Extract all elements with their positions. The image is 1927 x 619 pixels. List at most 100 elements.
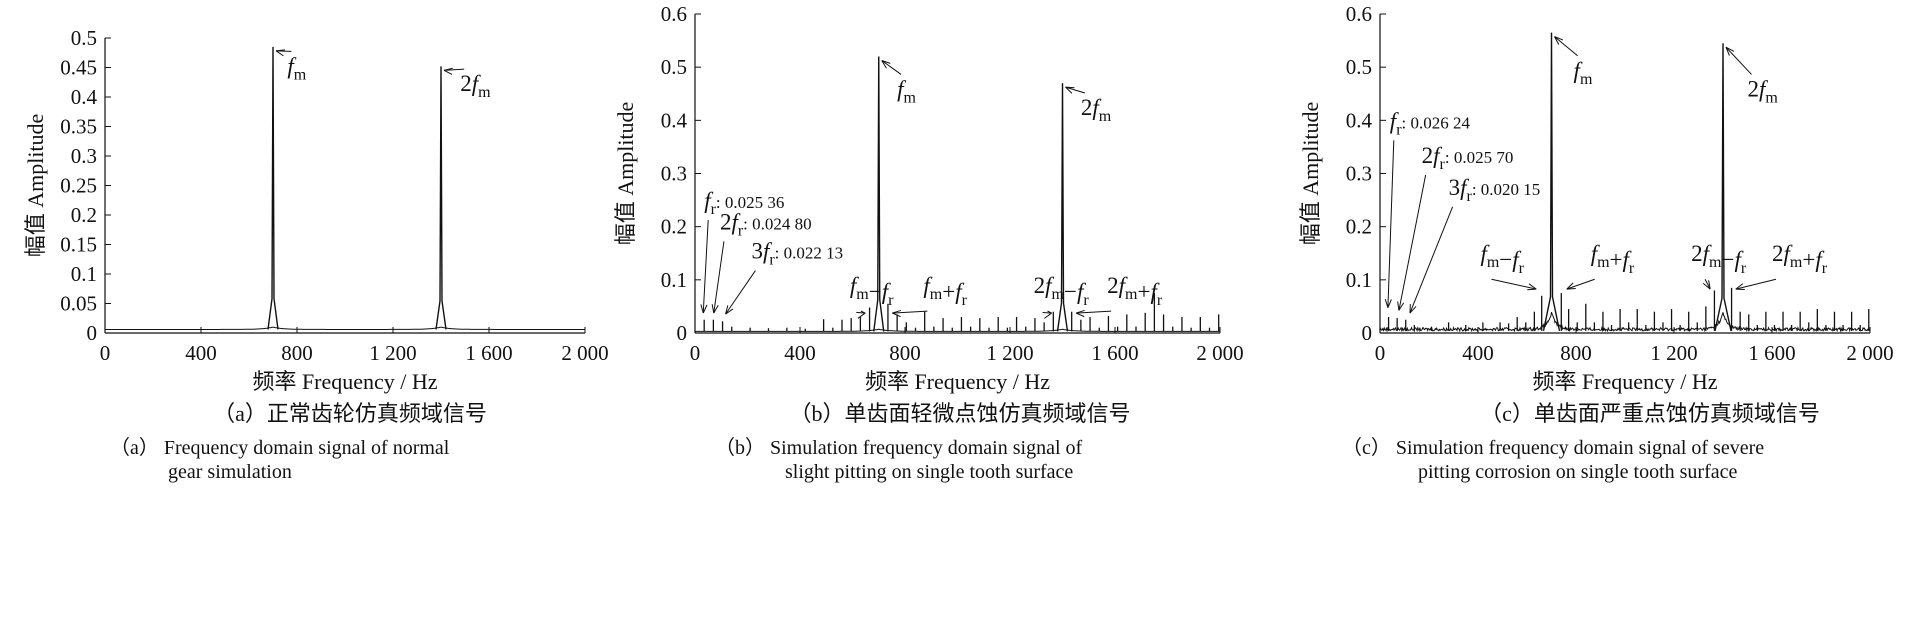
y-tick-label: 0 [677, 321, 688, 345]
caption-en-b-line2: slight pitting on single tooth surface [785, 461, 1074, 483]
annotation-arrow [1735, 278, 1777, 290]
annotation-arrowhead [1735, 283, 1745, 290]
y-tick-label: 0.2 [1346, 215, 1372, 239]
annotation-arrowhead [1042, 311, 1052, 319]
y-tick-label: 0.4 [661, 108, 688, 132]
x-tick-label: 0 [690, 341, 701, 365]
y-tick-label: 0.3 [661, 162, 687, 186]
annotation-arrowhead [1384, 298, 1392, 308]
main-peak [1542, 32, 1561, 332]
y-tick-label: 0.1 [661, 268, 687, 292]
caption-en-a-line1: （a） Frequency domain signal of normal [110, 437, 450, 459]
peak-annotation: 2fm [1081, 95, 1112, 125]
y-tick-label: 0.2 [661, 215, 687, 239]
x-tick-label: 800 [1560, 341, 1592, 365]
peak-annotation: fm [1574, 58, 1593, 88]
annotation-arrowhead [1397, 301, 1405, 311]
peak-annotation: fm [897, 76, 916, 106]
peak-annotation: 3fr: 0.022 13 [751, 239, 843, 269]
peak-annotation: fm+fr [923, 273, 967, 309]
caption-en-a-line2: gear simulation [168, 461, 292, 483]
peak-annotation: 2fm+fr [1772, 241, 1828, 277]
y-tick-label: 0 [87, 321, 98, 345]
x-tick-label: 0 [100, 341, 111, 365]
spectrum-baseline [695, 328, 1220, 332]
peak-annotation: fm−fr [850, 273, 894, 309]
chart-panel-c: 0 0.1 0.2 0.3 0.4 0.5 0.6 0 400 800 1 200 1 600 2 00… [1298, 2, 1894, 394]
caption-en-c-line1: （c） Simulation frequency domain signal o… [1342, 437, 1765, 459]
x-tick-label: 800 [281, 341, 313, 365]
peak-annotation: 3fr: 0.020 15 [1449, 175, 1541, 205]
annotation-arrow [443, 68, 465, 71]
y-tick-label: 0.5 [1346, 55, 1372, 79]
y-tick-label: 0.6 [1346, 2, 1372, 26]
caption-en-c-line2: pitting corrosion on single tooth surfac… [1418, 461, 1738, 483]
annotation-arrowhead [856, 311, 866, 319]
annotation-arrowhead [1527, 283, 1537, 291]
y-tick-label: 0.15 [60, 233, 97, 257]
x-tick-label: 2 000 [561, 341, 608, 365]
annotation-arrow [1491, 278, 1537, 290]
y-tick-label: 0.25 [60, 174, 97, 198]
annotation-arrow [1554, 36, 1578, 57]
annotation-arrowhead [1725, 46, 1735, 56]
annotation-arrow [702, 220, 709, 314]
annotation-arrowhead [1075, 309, 1085, 318]
peak-annotation: fr: 0.025 36 [704, 188, 784, 218]
y-tick-label: 0.35 [60, 115, 97, 139]
annotation-arrow [1398, 174, 1427, 311]
annotation-arrow [713, 241, 725, 314]
peak-annotation: fm [287, 53, 306, 83]
chart-panel-b: 0 0.1 0.2 0.3 0.4 0.5 0.6 0 400 800 1 200 1 600 2 00… [613, 2, 1244, 394]
x-tick-label: 1 200 [986, 341, 1033, 365]
annotation-arrow [1075, 310, 1112, 314]
peak-annotation: 2fr: 0.025 70 [1422, 143, 1514, 173]
x-tick-label: 400 [1462, 341, 1494, 365]
x-tick-label: 2 000 [1846, 341, 1893, 365]
annotation-arrow [892, 310, 928, 314]
main-peak [267, 46, 279, 330]
caption-en-b-line1: （b） Simulation frequency domain signal o… [715, 437, 1083, 459]
peak-annotation: 2fm−fr [1034, 273, 1090, 309]
peak-annotation: fm−fr [1480, 241, 1524, 277]
annotation-arrowhead [711, 304, 719, 314]
caption-cn-c: （c）单齿面严重点蚀仿真频域信号 [1480, 401, 1820, 426]
y-axis-label: 幅值 Amplitude [1298, 102, 1323, 246]
main-peak [435, 66, 447, 330]
x-tick-label: 1 200 [369, 341, 416, 365]
peak-annotation: fr: 0.026 24 [1390, 108, 1471, 138]
main-peak [1714, 43, 1732, 332]
x-tick-label: 1 600 [1091, 341, 1138, 365]
annotation-arrowhead [881, 60, 891, 69]
main-peak [1056, 83, 1069, 332]
annotation-arrow [725, 270, 756, 315]
caption-cn-b: （b）单齿面轻微点蚀仿真频域信号 [789, 401, 1131, 426]
y-axis-label: 幅值 Amplitude [613, 102, 638, 246]
caption-cn-a: （a）正常齿轮仿真频域信号 [213, 401, 487, 426]
annotation-arrow [1704, 278, 1711, 290]
x-tick-label: 400 [185, 341, 217, 365]
x-tick-label: 1 600 [465, 341, 512, 365]
x-tick-label: 1 600 [1748, 341, 1795, 365]
y-tick-label: 0.6 [661, 2, 687, 26]
peak-annotation: 2fm−fr [1691, 241, 1747, 277]
annotation-arrowhead [1566, 282, 1576, 290]
x-axis-label: 频率 Frequency / Hz [865, 369, 1050, 394]
y-tick-label: 0.5 [661, 55, 687, 79]
annotation-arrow [1409, 206, 1454, 314]
y-tick-label: 0.3 [71, 144, 97, 168]
x-axis-label: 频率 Frequency / Hz [252, 369, 437, 394]
annotation-arrow [1065, 86, 1086, 94]
y-tick-label: 0.4 [1346, 108, 1373, 132]
peak-annotation: 2fm [1748, 76, 1779, 106]
chart-panel-a: 0 0.05 0.1 0.15 0.2 0.25 0.3 0.35 0.4 0.45 0.5 0 400… [23, 26, 609, 394]
annotation-arrowhead [1065, 86, 1075, 94]
x-tick-label: 800 [889, 341, 921, 365]
annotation-arrow [881, 60, 902, 75]
y-tick-label: 0.1 [1346, 268, 1372, 292]
x-tick-label: 0 [1375, 341, 1386, 365]
annotation-arrow [1725, 46, 1752, 75]
y-tick-label: 0.4 [71, 85, 98, 109]
annotation-arrowhead [443, 67, 453, 75]
